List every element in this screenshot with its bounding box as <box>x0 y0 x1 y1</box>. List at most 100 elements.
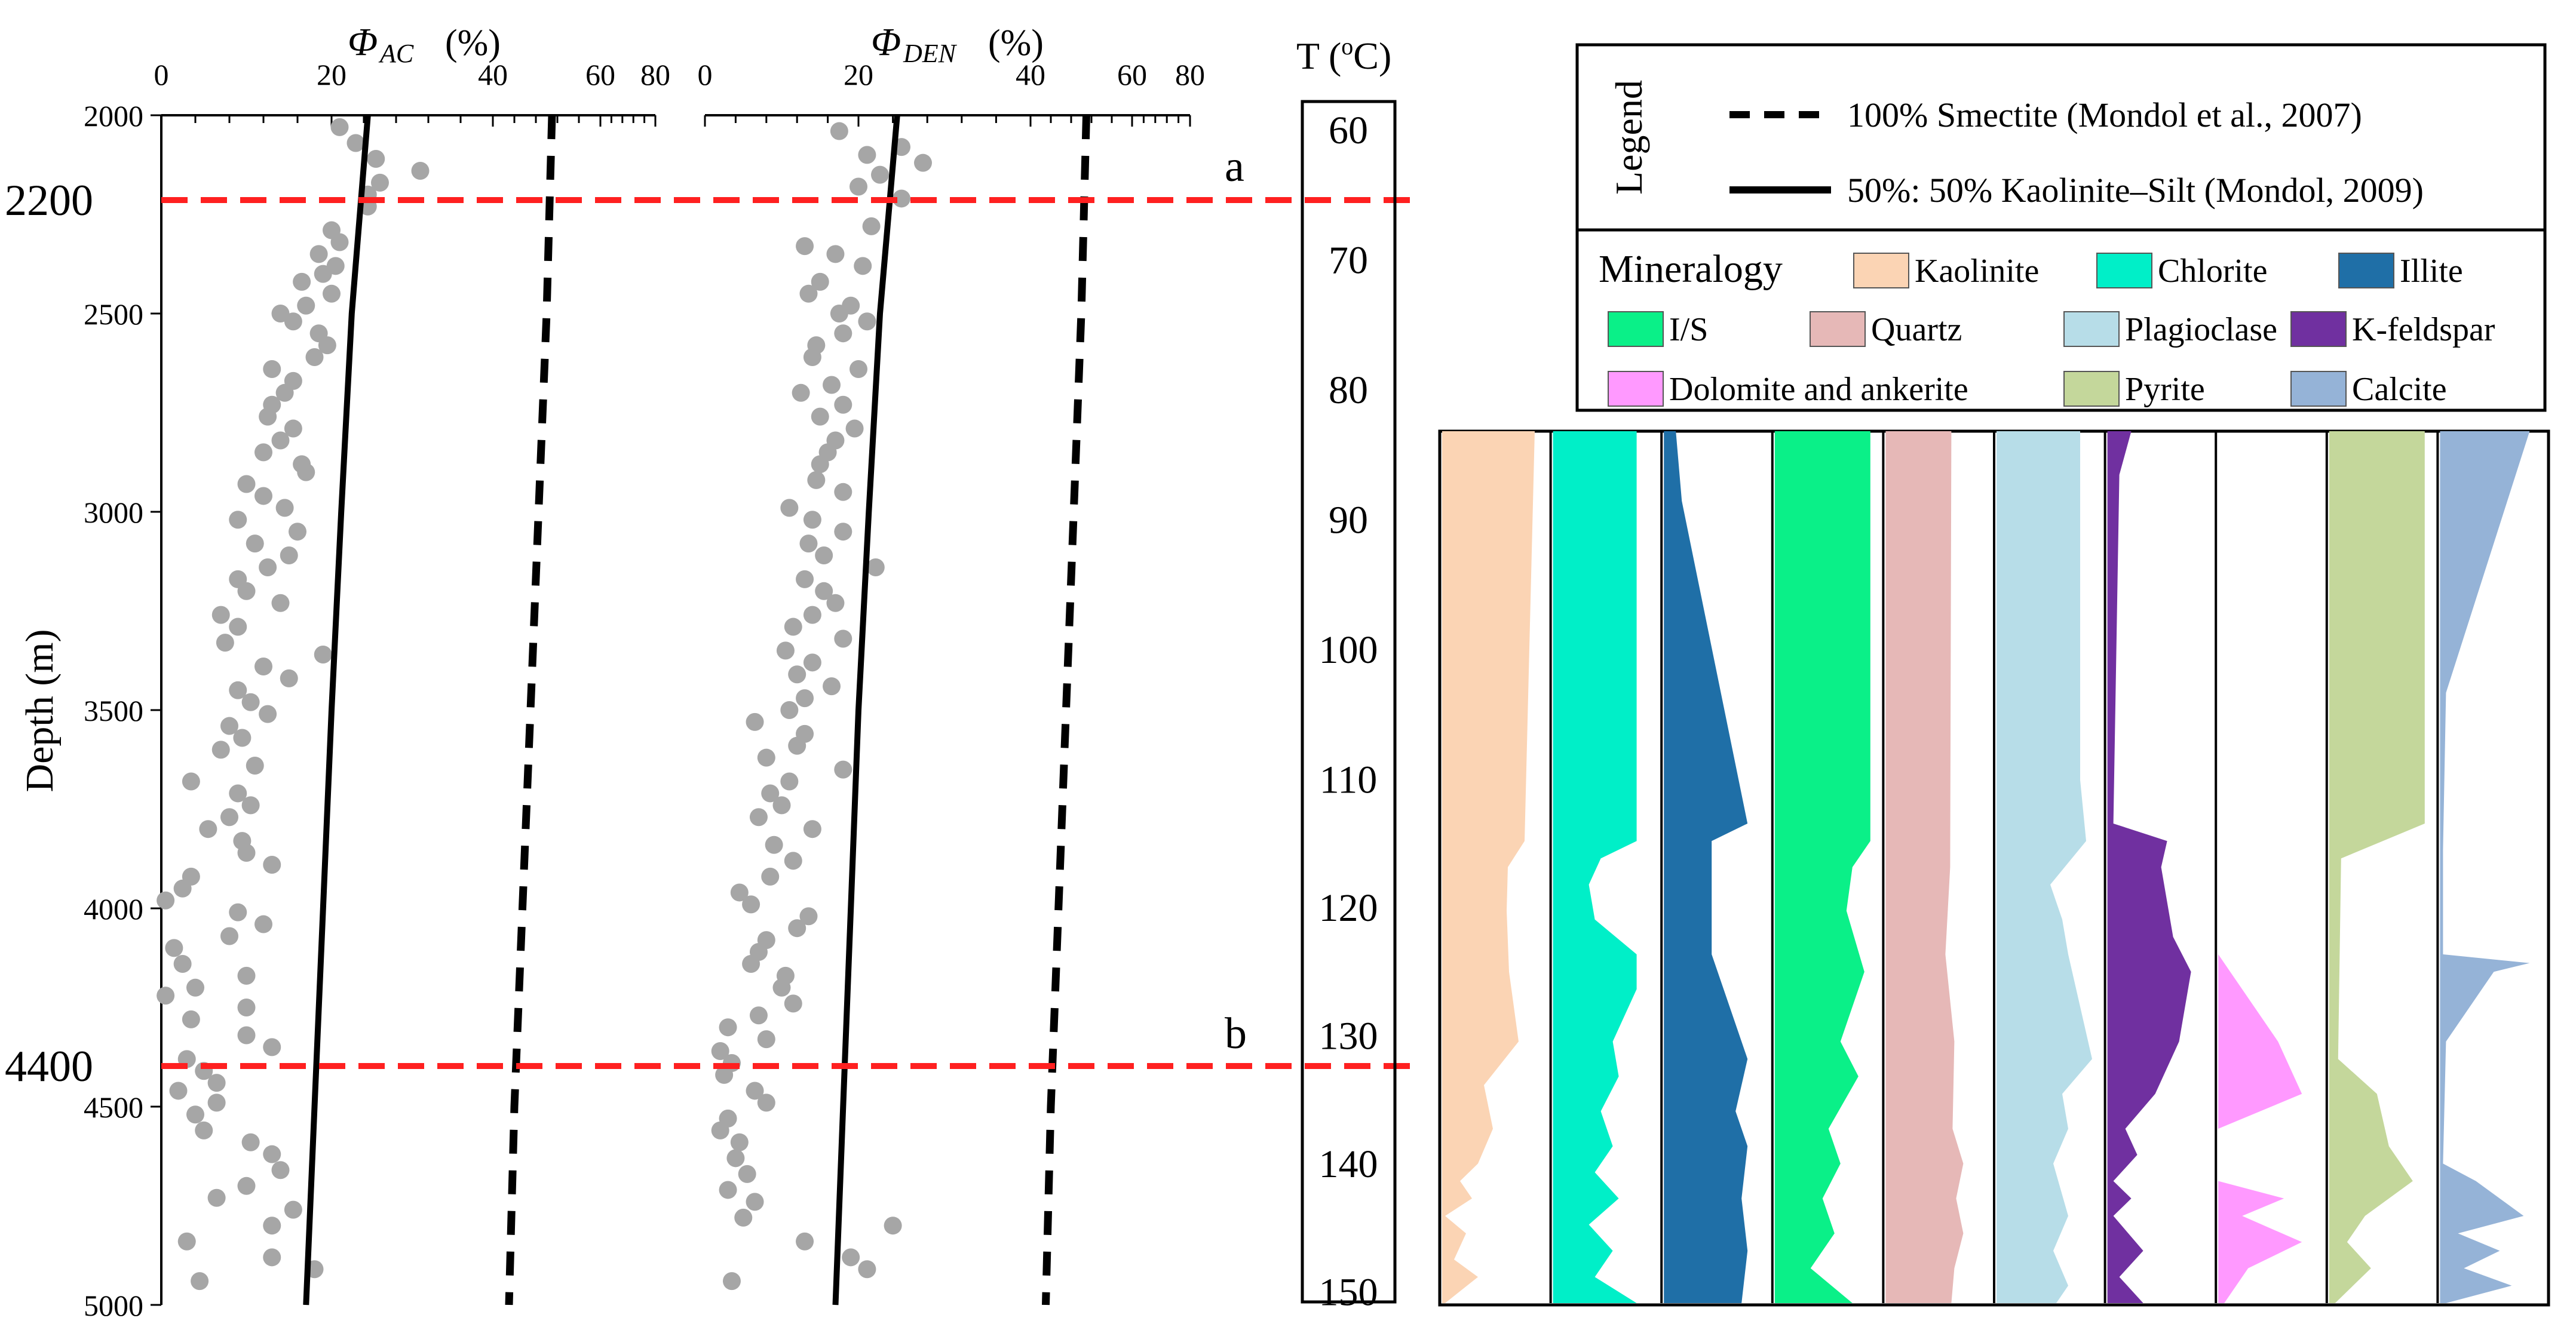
den-point <box>757 1030 775 1049</box>
ac-curves <box>303 115 556 1306</box>
boundary-b-depth: 4400 <box>5 1042 93 1091</box>
ac-point <box>229 784 247 803</box>
legend: Legend 100% Smectite (Mondol et al., 200… <box>1575 43 2547 412</box>
ac-point <box>233 729 252 747</box>
ac-point <box>173 954 192 973</box>
ac-x-tick-label: 80 <box>640 58 670 91</box>
ac-point <box>211 606 230 624</box>
ac-title-symbol: Φ <box>348 20 378 64</box>
ac-point <box>280 546 298 565</box>
ac-title-sub: AC <box>378 39 414 68</box>
mineral-column-dolomite <box>2218 431 2302 1303</box>
den-point <box>834 324 852 343</box>
ac-point <box>367 150 385 168</box>
legend-box <box>1575 43 2547 232</box>
depth-tick-label: 2000 <box>84 99 143 133</box>
den-point <box>799 535 818 553</box>
mineralogy-title: Mineralogy <box>1599 247 1783 291</box>
den-point <box>796 570 814 588</box>
ac-point <box>241 796 260 815</box>
ac-smectite-curve <box>505 115 556 1306</box>
den-point <box>749 808 768 827</box>
den-point <box>850 360 867 378</box>
ac-point <box>280 669 298 687</box>
ac-point <box>211 741 230 759</box>
legend-label-illite: Illite <box>2400 253 2463 290</box>
den-title-symbol: Φ <box>871 20 901 64</box>
den-point <box>746 712 764 731</box>
den-point <box>780 772 799 791</box>
den-point <box>830 305 848 322</box>
depth-tick-labels: 2000 2500 3000 3500 4000 4500 5000 <box>84 99 161 1322</box>
den-point <box>765 835 783 854</box>
den-point <box>792 383 810 402</box>
den-point <box>811 455 829 474</box>
den-x-tick-label: 0 <box>698 58 713 91</box>
den-point <box>826 594 845 612</box>
den-point <box>884 1217 902 1235</box>
den-point <box>719 1018 737 1037</box>
den-point <box>799 284 818 303</box>
den-point <box>803 606 821 624</box>
ac-point <box>263 1248 281 1267</box>
boundary-b-letter: b <box>1225 1009 1247 1058</box>
ac-point <box>293 272 311 291</box>
temperature-tick-label: 130 <box>1319 1015 1378 1058</box>
ac-point <box>330 118 349 136</box>
den-point <box>730 883 749 902</box>
den-point <box>757 748 775 767</box>
ac-point <box>284 1200 302 1219</box>
den-point <box>826 245 845 263</box>
den-point <box>803 511 821 529</box>
mineral-column-kaolinite <box>1442 431 1535 1303</box>
den-point <box>850 177 867 196</box>
legend-label-kfeldspar: K-feldspar <box>2352 311 2495 348</box>
mineralogy-columns <box>1442 431 2530 1303</box>
den-point <box>776 641 795 660</box>
den-curves <box>832 115 1090 1306</box>
ac-point <box>237 966 256 985</box>
ac-point <box>207 1188 226 1207</box>
legend-swatch-kaolinite <box>1853 253 1909 288</box>
mineral-column-plagioclase <box>1997 431 2092 1303</box>
ac-point <box>259 558 277 576</box>
legend-swatch-plagioclase <box>2063 311 2120 347</box>
ac-point <box>314 646 332 664</box>
ac-point <box>318 336 336 355</box>
den-x-tick-label: 40 <box>1016 58 1045 91</box>
den-point <box>711 1121 729 1139</box>
legend-swatch-illite <box>2338 253 2394 288</box>
den-point <box>807 471 826 489</box>
den-point <box>834 395 852 414</box>
depth-tick-label: 3500 <box>84 694 143 727</box>
temperature-tick-label: 70 <box>1329 239 1368 282</box>
den-point <box>914 153 932 172</box>
ac-x-tick-label: 20 <box>317 58 346 91</box>
temperature-tick-label: 90 <box>1329 499 1368 542</box>
ac-point <box>237 582 256 600</box>
den-point <box>742 895 760 914</box>
ac-point <box>275 499 294 517</box>
ac-point <box>305 348 324 367</box>
ac-point <box>229 511 247 529</box>
legend-swatch-pyrite <box>2063 371 2120 407</box>
depth-axis: 2000 2500 3000 3500 4000 4500 5000 Depth (m) <box>18 99 161 1322</box>
ac-point <box>229 618 247 636</box>
ac-point <box>263 1038 281 1056</box>
legend-label-calcite: Calcite <box>2352 371 2447 408</box>
den-point <box>719 1181 737 1199</box>
den-point <box>749 1006 768 1025</box>
panel-den: Φ DEN (%) 0 20 40 60 80 <box>698 20 1205 1306</box>
ac-point <box>186 1105 204 1124</box>
boundaries: 2200 4400 a b <box>5 142 1410 1091</box>
depth-tick-label: 3000 <box>84 496 143 529</box>
ac-point <box>263 855 281 874</box>
den-point <box>738 1165 756 1183</box>
ac-point <box>254 487 272 505</box>
den-point <box>722 1272 741 1291</box>
legend-label-dolomite: Dolomite and ankerite <box>1669 371 1968 408</box>
ac-point <box>186 978 204 997</box>
den-point <box>823 376 841 394</box>
ac-point <box>263 1217 281 1235</box>
mineral-column-pyrite <box>2329 431 2425 1303</box>
